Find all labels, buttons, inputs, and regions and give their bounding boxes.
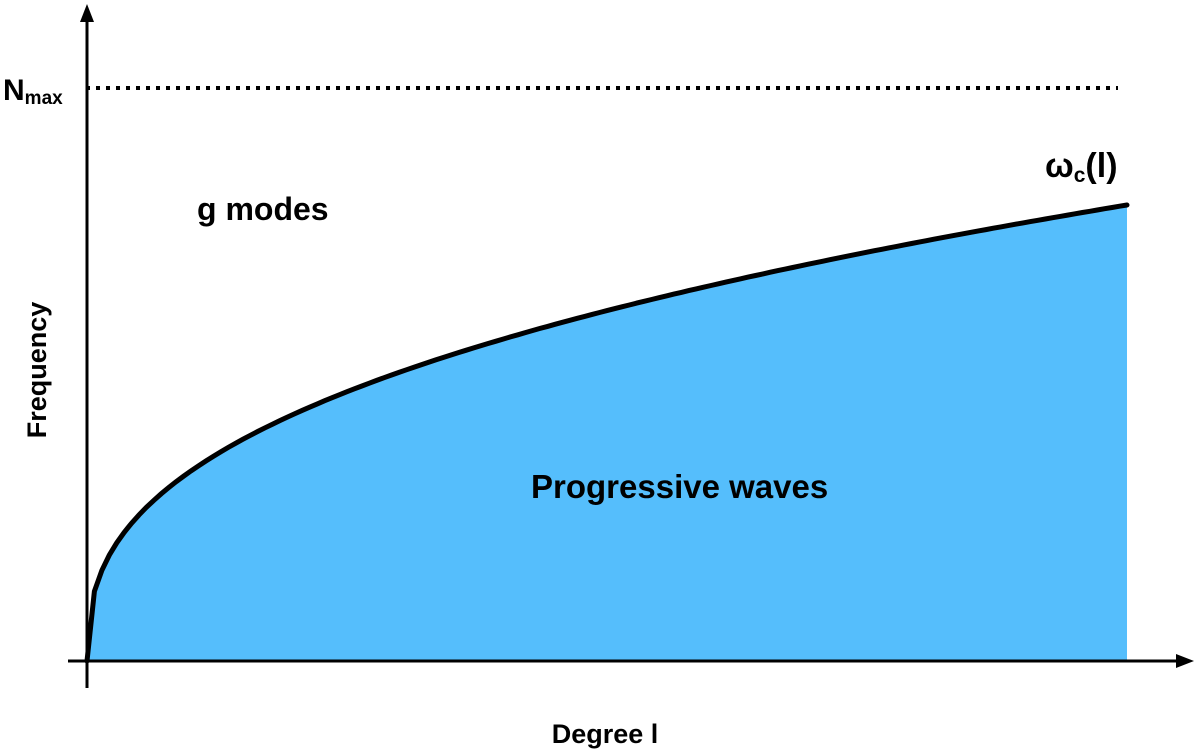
y-axis-arrowhead xyxy=(80,4,94,22)
cutoff-curve-label: ωc(l) xyxy=(1045,147,1118,187)
cutoff-frequency-curve xyxy=(84,202,1130,664)
progressive-waves-region xyxy=(87,205,1127,661)
x-axis-arrowhead xyxy=(1176,654,1194,668)
nmax-label: Nmax xyxy=(3,74,63,109)
g-modes-label: g modes xyxy=(197,191,329,227)
x-axis-title: Degree l xyxy=(552,719,659,749)
progressive-waves-label: Progressive waves xyxy=(531,468,828,505)
y-axis-title: Frequency xyxy=(22,302,52,439)
